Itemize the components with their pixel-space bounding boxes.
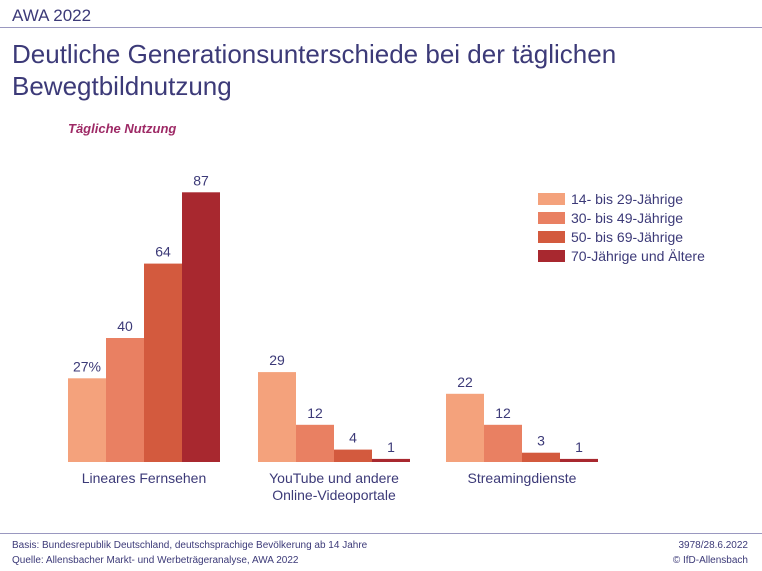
legend-label: 14- bis 29-Jährige bbox=[571, 191, 683, 207]
footer-basis: Basis: Bundesrepublik Deutschland, deuts… bbox=[12, 540, 368, 551]
bar-1-1 bbox=[296, 424, 334, 462]
legend-swatch bbox=[538, 212, 565, 224]
bar-value-label: 1 bbox=[387, 439, 395, 455]
bar-2-0 bbox=[446, 393, 484, 462]
legend-label: 70-Jährige und Ältere bbox=[571, 248, 705, 264]
title-line-2: Bewegtbildnutzung bbox=[12, 71, 232, 101]
bar-value-label: 12 bbox=[495, 405, 511, 421]
bar-0-1 bbox=[106, 338, 144, 462]
bar-0-0 bbox=[68, 378, 106, 462]
bar-value-label: 27% bbox=[73, 358, 101, 374]
bar-value-label: 64 bbox=[155, 244, 171, 260]
bar-value-label: 1 bbox=[575, 439, 583, 455]
footer-divider bbox=[0, 533, 762, 534]
chart-subtitle: Tägliche Nutzung bbox=[68, 121, 177, 136]
legend-swatch bbox=[538, 193, 565, 205]
bar-value-label: 29 bbox=[269, 352, 285, 368]
legend-swatch bbox=[538, 231, 565, 243]
title-line-1: Deutliche Generationsunterschiede bei de… bbox=[12, 39, 617, 69]
bar-value-label: 12 bbox=[307, 405, 323, 421]
bar-value-label: 22 bbox=[457, 374, 473, 390]
page-title: Deutliche Generationsunterschiede bei de… bbox=[12, 38, 752, 102]
bar-value-label: 40 bbox=[117, 318, 133, 334]
category-label: Streamingdienste bbox=[468, 470, 577, 486]
category-label: Lineares Fernsehen bbox=[82, 470, 207, 486]
footer-date: 3978/28.6.2022 bbox=[678, 540, 748, 551]
legend-label: 30- bis 49-Jährige bbox=[571, 210, 683, 226]
bar-2-1 bbox=[484, 424, 522, 462]
header-bar: AWA 2022 bbox=[0, 0, 762, 28]
category-label: Online-Videoportale bbox=[272, 487, 396, 503]
bar-0-2 bbox=[144, 263, 182, 462]
bar-chart: 27% 40 64 87 Lineares Fernsehen 29 12 4 1 YouTube… bbox=[68, 172, 705, 503]
bar-1-0 bbox=[258, 372, 296, 462]
bar-0-3 bbox=[182, 192, 220, 463]
footer-source: Quelle: Allensbacher Markt- und Werbeträ… bbox=[12, 555, 299, 566]
bar-value-label: 3 bbox=[537, 433, 545, 449]
bar-2-3 bbox=[560, 458, 598, 462]
bar-value-label: 87 bbox=[193, 172, 209, 188]
legend-label: 50- bis 69-Jährige bbox=[571, 229, 683, 245]
bar-2-2 bbox=[522, 452, 560, 462]
bar-value-label: 4 bbox=[349, 430, 357, 446]
category-label: YouTube und andere bbox=[269, 470, 399, 486]
footer-copyright: © IfD-Allensbach bbox=[672, 555, 748, 566]
header-label: AWA 2022 bbox=[12, 6, 92, 25]
legend-swatch bbox=[538, 250, 565, 262]
bar-1-2 bbox=[334, 449, 372, 462]
header-divider bbox=[0, 27, 762, 28]
bar-1-3 bbox=[372, 458, 410, 462]
